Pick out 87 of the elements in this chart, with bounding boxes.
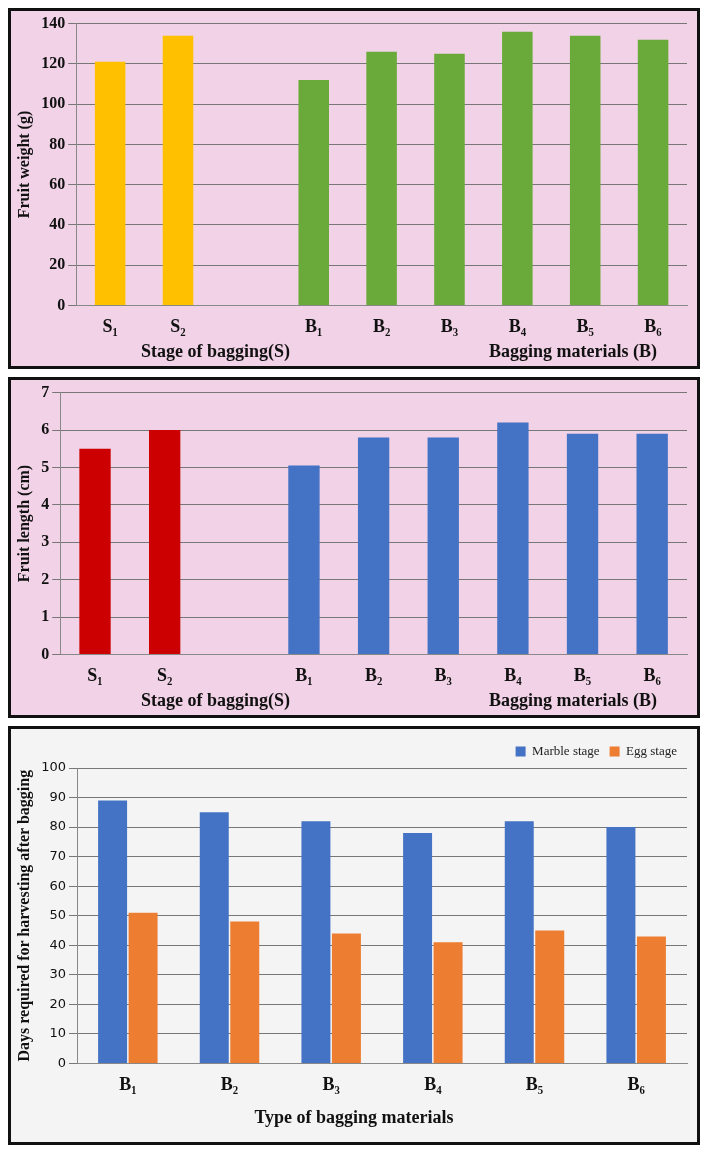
x-tick-label: S₁ <box>102 315 118 336</box>
bar <box>433 942 463 1063</box>
x-tick-label: B₃ <box>434 664 453 685</box>
x-tick-label: B₄ <box>508 315 527 336</box>
x-tick-label: B₆ <box>643 664 662 685</box>
bar <box>149 430 181 654</box>
bar <box>504 821 534 1063</box>
x-axis-title: Type of bagging materials <box>254 1107 454 1128</box>
y-tick-label: 80 <box>49 818 67 834</box>
y-tick-label: 3 <box>41 532 50 550</box>
bar <box>502 31 533 305</box>
y-axis-title: Fruit weight (g) <box>14 110 33 219</box>
bar <box>98 800 128 1063</box>
y-tick-label: 0 <box>57 1054 67 1070</box>
y-tick-label: 100 <box>41 94 66 112</box>
x-tick-label: B₅ <box>525 1073 544 1094</box>
bar <box>566 433 599 654</box>
bar <box>199 812 229 1063</box>
y-tick-label: 6 <box>41 420 50 438</box>
x-tick-label: B₃ <box>322 1073 341 1094</box>
bar <box>606 827 636 1063</box>
y-tick-label: 1 <box>41 607 50 625</box>
y-tick-label: 40 <box>49 215 66 233</box>
x-tick-label: B₃ <box>440 315 459 336</box>
y-tick-label: 140 <box>41 13 66 31</box>
bar <box>535 930 565 1063</box>
legend-label: Egg stage <box>626 742 678 758</box>
y-tick-label: 0 <box>41 644 50 662</box>
y-tick-label: 10 <box>49 1025 67 1041</box>
bar <box>427 437 459 654</box>
x-tick-label: B₆ <box>627 1073 646 1094</box>
y-tick-label: 0 <box>57 295 66 313</box>
bar <box>298 79 329 305</box>
x-axis-title: Bagging materials (B) <box>489 690 657 711</box>
bar <box>79 448 111 654</box>
y-tick-label: 60 <box>49 877 67 893</box>
y-axis-title: Days required for harvesting after bagging <box>14 769 33 1062</box>
bar <box>497 422 529 654</box>
bar <box>636 433 668 654</box>
bar <box>569 35 601 305</box>
bar <box>94 61 126 305</box>
bar <box>128 912 158 1063</box>
x-axis-title: Bagging materials (B) <box>489 341 657 362</box>
y-tick-label: 5 <box>41 457 50 475</box>
x-tick-label: B₂ <box>372 315 391 336</box>
x-tick-label: B₄ <box>424 1073 443 1094</box>
x-tick-label: S₂ <box>170 315 186 336</box>
text: Stage of bagging(S) <box>141 341 291 362</box>
legend-label: Marble stage <box>532 742 600 758</box>
bar <box>637 39 669 305</box>
x-tick-label: B₄ <box>504 664 523 685</box>
bar <box>366 51 397 305</box>
x-tick-label: B₂ <box>220 1073 239 1094</box>
bar <box>434 53 465 305</box>
bar <box>230 921 260 1063</box>
x-tick-label: B₅ <box>573 664 592 685</box>
bar <box>162 35 194 305</box>
y-tick-label: 80 <box>49 134 66 152</box>
y-tick-label: 7 <box>41 382 50 400</box>
y-axis-title: Fruit length (cm) <box>14 464 33 583</box>
bar <box>288 465 320 654</box>
x-tick-label: B₅ <box>576 315 594 336</box>
x-tick-label: B₆ <box>644 315 663 336</box>
bar <box>636 936 666 1063</box>
y-tick-label: 50 <box>49 907 67 923</box>
y-tick-label: 120 <box>41 54 66 71</box>
y-tick-label: 4 <box>41 494 50 512</box>
y-tick-label: 30 <box>49 966 67 982</box>
y-tick-label: 2 <box>41 569 50 587</box>
y-tick-label: 20 <box>49 255 66 273</box>
x-tick-label: S₁ <box>87 664 103 685</box>
bar <box>403 832 433 1063</box>
bar <box>357 437 390 654</box>
x-tick-label: B₂ <box>364 664 383 685</box>
y-tick-label: 40 <box>49 936 67 952</box>
y-tick-label: 90 <box>49 788 67 804</box>
x-tick-label: B₁ <box>119 1073 137 1094</box>
bar <box>301 821 331 1063</box>
x-tick-label: B₁ <box>295 664 313 685</box>
x-tick-label: S₂ <box>156 664 173 685</box>
y-tick-label: 60 <box>49 174 66 192</box>
text: Stage of bagging(S) <box>141 690 291 711</box>
y-tick-label: 100 <box>41 759 67 775</box>
x-tick-label: B₁ <box>305 315 323 336</box>
bar <box>331 933 361 1063</box>
y-tick-label: 20 <box>49 995 67 1011</box>
y-tick-label: 70 <box>49 847 67 863</box>
